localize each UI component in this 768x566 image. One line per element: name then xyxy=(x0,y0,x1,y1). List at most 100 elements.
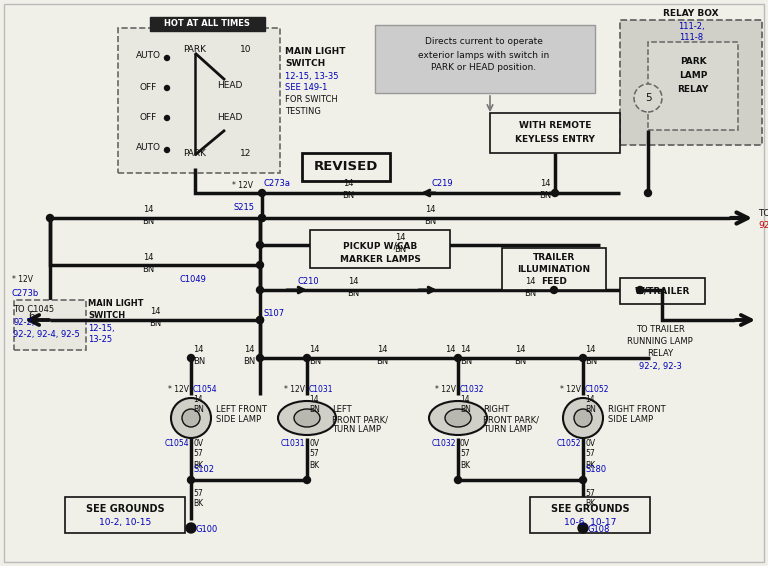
Text: 6: 6 xyxy=(28,311,35,321)
Text: 10: 10 xyxy=(240,45,251,54)
Circle shape xyxy=(47,215,54,221)
Text: C210: C210 xyxy=(297,277,319,285)
Text: HEAD: HEAD xyxy=(217,114,243,122)
Text: 14: 14 xyxy=(460,345,471,354)
Text: BN: BN xyxy=(342,191,354,200)
Text: TURN LAMP: TURN LAMP xyxy=(483,426,532,435)
FancyBboxPatch shape xyxy=(490,113,620,153)
Text: 14: 14 xyxy=(445,345,455,354)
Circle shape xyxy=(563,398,603,438)
Text: RUNNING LAMP: RUNNING LAMP xyxy=(627,337,693,346)
FancyBboxPatch shape xyxy=(302,153,390,181)
Text: BK: BK xyxy=(585,499,595,508)
Text: BN: BN xyxy=(309,358,321,367)
Text: 0V: 0V xyxy=(193,440,203,448)
Text: BK: BK xyxy=(193,461,203,470)
Circle shape xyxy=(259,215,266,221)
Text: 14: 14 xyxy=(425,205,435,215)
Text: BN: BN xyxy=(585,358,598,367)
Circle shape xyxy=(259,215,266,221)
Text: 92-2, 92-3: 92-2, 92-3 xyxy=(638,362,681,371)
Text: 10-2, 10-15: 10-2, 10-15 xyxy=(99,518,151,528)
Circle shape xyxy=(257,242,263,248)
Text: 14: 14 xyxy=(540,179,550,188)
Circle shape xyxy=(164,85,170,91)
Circle shape xyxy=(257,316,263,324)
Text: BN: BN xyxy=(394,245,406,254)
Text: 14: 14 xyxy=(515,345,525,354)
Circle shape xyxy=(171,398,211,438)
Text: 14: 14 xyxy=(309,345,319,354)
Text: S180: S180 xyxy=(586,465,607,474)
Circle shape xyxy=(580,354,587,362)
Text: G108: G108 xyxy=(587,525,609,534)
Text: SEE GROUNDS: SEE GROUNDS xyxy=(551,504,629,514)
FancyBboxPatch shape xyxy=(620,20,762,145)
Text: 57: 57 xyxy=(460,448,470,457)
Text: 14: 14 xyxy=(243,345,254,354)
Text: 14: 14 xyxy=(150,307,161,316)
Circle shape xyxy=(637,286,644,294)
FancyBboxPatch shape xyxy=(375,25,595,93)
Ellipse shape xyxy=(278,401,336,435)
Circle shape xyxy=(257,286,263,294)
Text: FEED: FEED xyxy=(541,277,567,286)
Text: 12-15,: 12-15, xyxy=(88,324,114,332)
Text: exterior lamps with switch in: exterior lamps with switch in xyxy=(419,50,550,59)
Text: S102: S102 xyxy=(194,465,215,474)
Ellipse shape xyxy=(429,401,487,435)
Circle shape xyxy=(164,55,170,61)
Text: 14: 14 xyxy=(343,179,353,188)
Text: 57: 57 xyxy=(309,448,319,457)
Text: BN: BN xyxy=(309,405,320,414)
Circle shape xyxy=(187,477,194,483)
Text: * 12V: * 12V xyxy=(168,384,189,393)
Text: BN: BN xyxy=(142,217,154,226)
Circle shape xyxy=(259,190,266,196)
Text: 14: 14 xyxy=(143,252,154,261)
Text: FRONT PARK/: FRONT PARK/ xyxy=(332,415,388,424)
Text: OFF: OFF xyxy=(139,114,157,122)
Text: BN: BN xyxy=(539,191,551,200)
Text: RELAY: RELAY xyxy=(677,85,709,95)
FancyBboxPatch shape xyxy=(65,497,185,533)
Text: G100: G100 xyxy=(195,525,217,534)
FancyBboxPatch shape xyxy=(648,42,738,130)
Text: TURN LAMP: TURN LAMP xyxy=(332,426,381,435)
Text: 14: 14 xyxy=(460,395,469,404)
Text: BN: BN xyxy=(514,358,526,367)
Ellipse shape xyxy=(445,409,471,427)
Text: RIGHT FRONT: RIGHT FRONT xyxy=(608,405,666,414)
Text: 5: 5 xyxy=(644,93,651,103)
Text: * 12V: * 12V xyxy=(12,276,33,285)
Text: BN: BN xyxy=(149,319,161,328)
Circle shape xyxy=(644,190,651,196)
Text: LAMP: LAMP xyxy=(679,71,707,80)
Text: C1052: C1052 xyxy=(557,440,581,448)
Text: 14: 14 xyxy=(193,395,203,404)
Text: KEYLESS ENTRY: KEYLESS ENTRY xyxy=(515,135,595,144)
Text: FRONT PARK/: FRONT PARK/ xyxy=(483,415,539,424)
Circle shape xyxy=(164,115,170,121)
Text: 14: 14 xyxy=(377,345,387,354)
Circle shape xyxy=(257,354,263,362)
Text: C1052: C1052 xyxy=(585,384,610,393)
Text: 14: 14 xyxy=(585,345,595,354)
Text: 57: 57 xyxy=(585,448,594,457)
FancyBboxPatch shape xyxy=(150,17,265,31)
Text: AUTO: AUTO xyxy=(135,50,161,59)
Text: BN: BN xyxy=(193,405,204,414)
Text: PARK or HEAD position.: PARK or HEAD position. xyxy=(432,63,537,72)
Text: S107: S107 xyxy=(263,308,284,318)
Text: C219: C219 xyxy=(432,178,454,187)
Text: C1054: C1054 xyxy=(164,440,189,448)
Text: TESTING: TESTING xyxy=(285,108,321,117)
Circle shape xyxy=(580,477,587,483)
Text: PICKUP W/CAB: PICKUP W/CAB xyxy=(343,242,417,251)
Text: BK: BK xyxy=(309,461,319,470)
Text: C1031: C1031 xyxy=(309,384,333,393)
Text: MAIN LIGHT: MAIN LIGHT xyxy=(285,48,346,57)
Text: * 12V: * 12V xyxy=(232,181,253,190)
Text: 14: 14 xyxy=(525,277,535,286)
Circle shape xyxy=(551,190,558,196)
